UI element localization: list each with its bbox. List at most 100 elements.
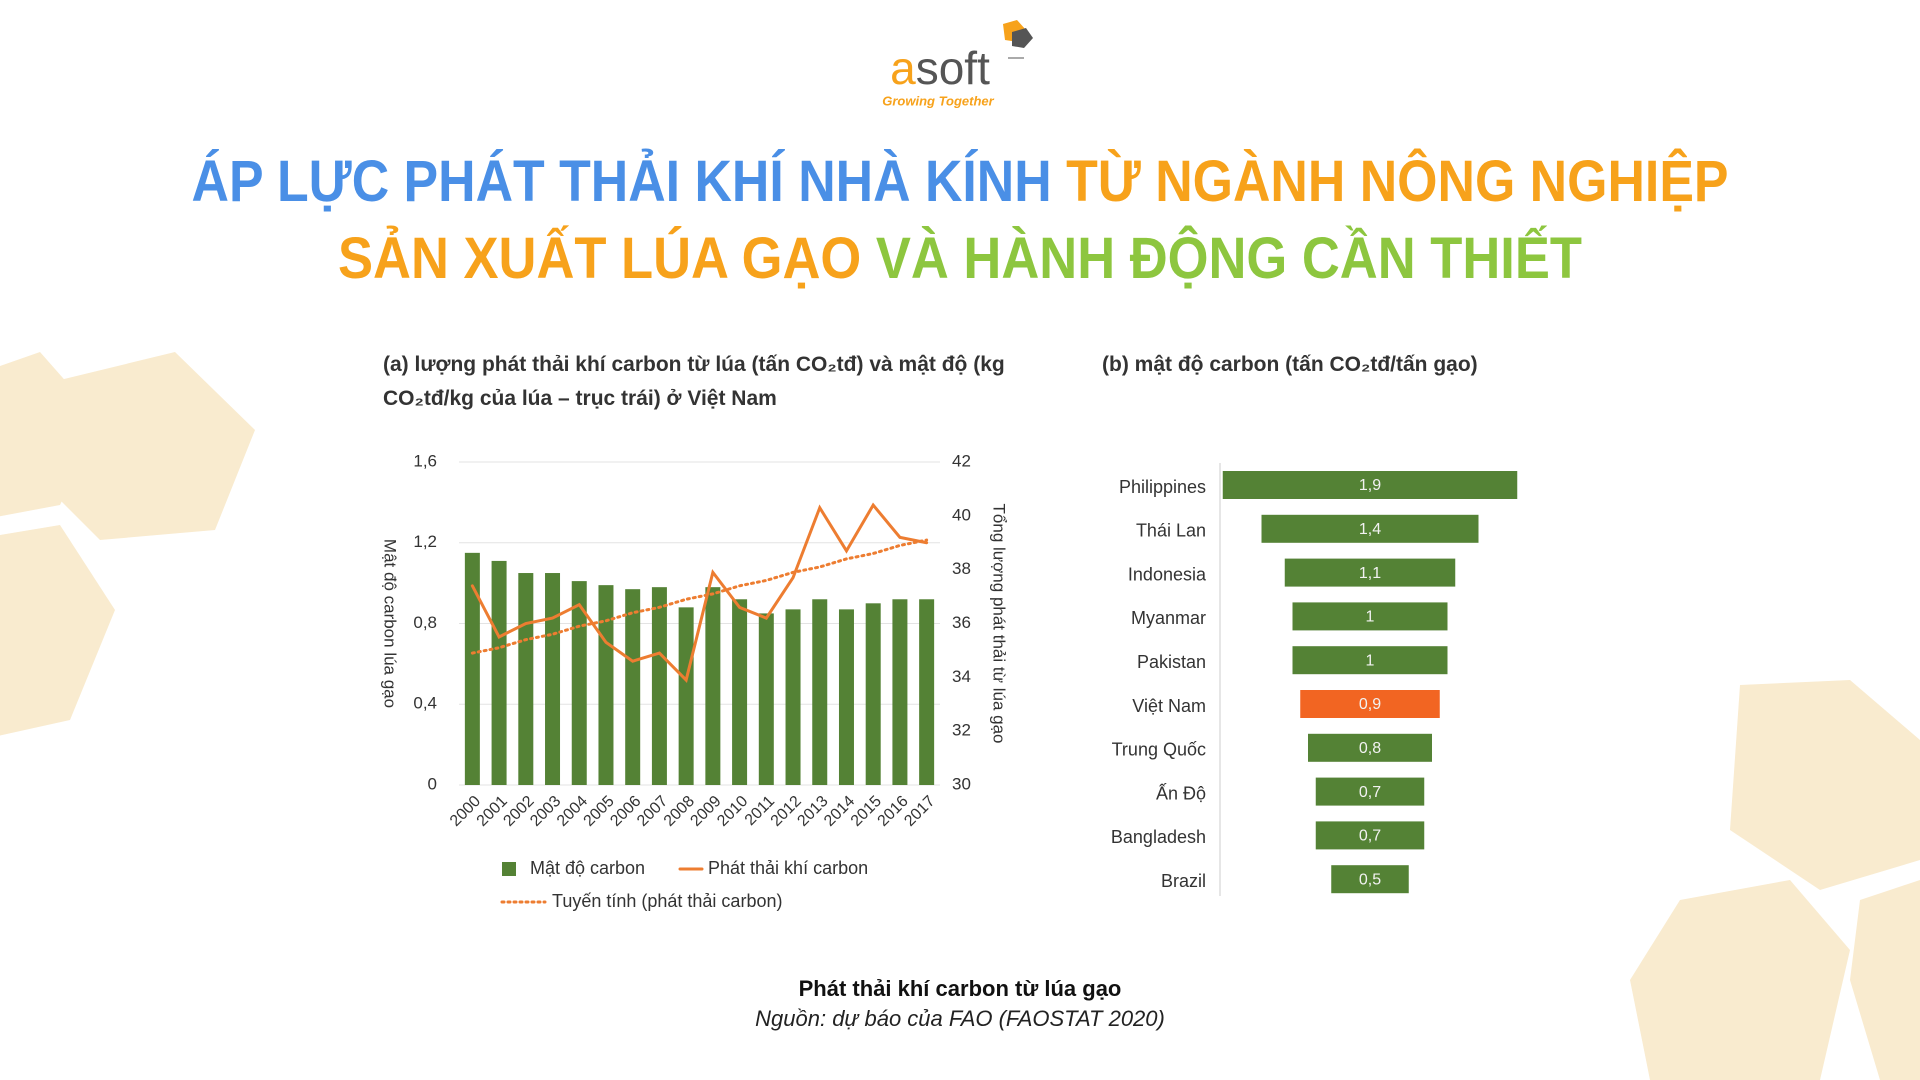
bar [1222, 471, 1518, 499]
x-tick-label: 2002 [500, 793, 537, 830]
x-tick-label: 2004 [554, 793, 591, 830]
headline: SẢN XUẤT LÚA GẠO VÀ HÀNH ĐỘNG CẦN THIẾT [338, 226, 1582, 291]
value-label: 0,8 [1359, 740, 1381, 757]
bar [1308, 733, 1432, 762]
value-label: 1,4 [1359, 521, 1381, 538]
category-label: Thái Lan [1136, 521, 1206, 541]
value-label: 1 [1366, 609, 1375, 626]
x-tick-label: 2006 [607, 793, 644, 830]
value-label: 0,7 [1359, 784, 1381, 801]
logo-mark: a [890, 42, 916, 94]
x-tick-label: 2001 [474, 793, 511, 830]
bar [758, 613, 774, 785]
bar [625, 589, 641, 785]
headline-part: ÁP LỰC PHÁT THẢI KHÍ NHÀ KÍNH [192, 149, 1067, 214]
x-tick-label: 2008 [661, 793, 698, 830]
bar [545, 573, 561, 785]
x-tick-label: 2012 [768, 793, 805, 830]
x-tick-label: 2005 [581, 793, 618, 830]
y-tick-label: 1,6 [413, 451, 437, 470]
bar [464, 552, 480, 785]
legend-label: Phát thải khí carbon [708, 858, 868, 878]
bar [838, 609, 854, 785]
bar [491, 560, 507, 785]
chart-a-title: (a) lượng phát thải khí carbon từ lúa (t… [383, 353, 1005, 410]
bar [785, 609, 801, 785]
bar [1284, 558, 1456, 587]
y-tick-label: 0,4 [413, 694, 437, 713]
y2-tick-label: 36 [952, 613, 971, 632]
bar [812, 599, 828, 785]
category-label: Myanmar [1131, 608, 1206, 628]
x-tick-label: 2017 [901, 793, 938, 830]
bar [1300, 690, 1440, 718]
headline-part: VÀ HÀNH ĐỘNG CẦN THIẾT [876, 226, 1582, 291]
category-label: Trung Quốc [1112, 740, 1206, 760]
bar [919, 599, 935, 785]
y-tick-label: 1,2 [413, 532, 437, 551]
category-label: Ấn Độ [1156, 782, 1206, 803]
category-label: Việt Nam [1132, 696, 1206, 716]
category-label: Indonesia [1128, 564, 1207, 584]
logo-icon [1003, 20, 1033, 59]
y2-axis-label: Tổng lượng phát thải từ lúa gạo [990, 504, 1009, 744]
y-axis-label: Mật độ carbon lúa gạo [381, 539, 400, 708]
logo-text: asoft [890, 42, 990, 94]
bar [1261, 514, 1479, 543]
x-tick-label: 2014 [821, 793, 858, 830]
x-tick-label: 2009 [687, 793, 724, 830]
background-hexagons [0, 352, 1920, 1080]
y2-tick-label: 38 [952, 559, 971, 578]
bar [518, 573, 534, 785]
chart-b-title: (b) mật độ carbon (tấn CO₂tđ/tấn gạo) [1102, 353, 1478, 376]
category-label: Pakistan [1137, 652, 1206, 672]
legend-swatch [502, 862, 516, 876]
headline-part: TỪ NGÀNH NÔNG NGHIỆP [1066, 149, 1728, 214]
bar [1315, 777, 1425, 806]
x-tick-label: 2013 [794, 793, 831, 830]
bar [678, 607, 694, 785]
logo-tagline: Growing Together [882, 93, 994, 108]
logo-rest: soft [916, 42, 990, 94]
line [470, 502, 929, 683]
category-label: Philippines [1119, 477, 1206, 497]
bar [571, 581, 587, 785]
value-label: 0,5 [1359, 871, 1381, 888]
bar [705, 587, 721, 785]
y2-tick-label: 42 [952, 451, 971, 470]
value-label: 1 [1366, 652, 1375, 669]
value-label: 1,9 [1359, 477, 1381, 494]
legend-label: Tuyến tính (phát thải carbon) [552, 891, 782, 911]
caption-source: Nguồn: dự báo của FAO (FAOSTAT 2020) [755, 1006, 1165, 1031]
x-tick-label: 2016 [875, 793, 912, 830]
value-label: 1,1 [1359, 565, 1381, 582]
category-label: Brazil [1161, 871, 1206, 891]
bar [1315, 821, 1425, 850]
x-tick-label: 2007 [634, 793, 671, 830]
y2-tick-label: 40 [952, 505, 971, 524]
y-tick-label: 0,8 [413, 613, 437, 632]
legend-label: Mật độ carbon [530, 858, 645, 878]
x-tick-label: 2015 [848, 793, 885, 830]
bar [892, 599, 908, 785]
bar [865, 603, 881, 785]
trend-line [470, 538, 929, 655]
y2-tick-label: 34 [952, 667, 971, 686]
bar [732, 599, 748, 785]
caption-title: Phát thải khí carbon từ lúa gạo [799, 976, 1122, 1001]
bar [598, 585, 614, 785]
headline: ÁP LỰC PHÁT THẢI KHÍ NHÀ KÍNH TỪ NGÀNH N… [192, 149, 1729, 214]
bar [651, 587, 667, 785]
bar [1292, 646, 1448, 675]
y2-tick-label: 32 [952, 721, 971, 740]
y-tick-label: 0 [428, 774, 437, 793]
headline-part: SẢN XUẤT LÚA GẠO [338, 226, 876, 291]
bar [1292, 602, 1448, 631]
category-label: Bangladesh [1111, 827, 1206, 847]
bar [1331, 865, 1409, 894]
y2-tick-label: 30 [952, 774, 971, 793]
value-label: 0,7 [1359, 828, 1381, 845]
value-label: 0,9 [1359, 696, 1381, 713]
